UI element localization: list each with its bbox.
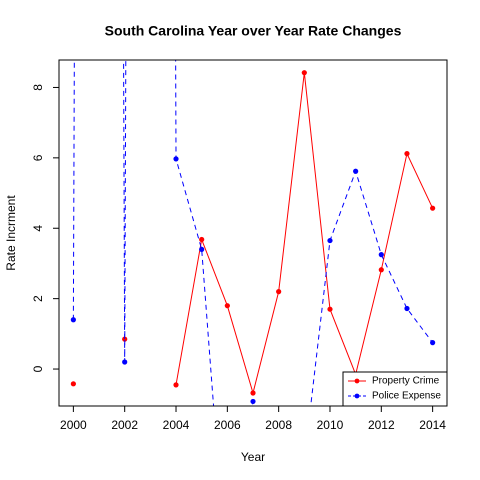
chart-title: South Carolina Year over Year Rate Chang… [105, 23, 402, 39]
x-tick-label: 2002 [111, 418, 138, 432]
data-point [378, 252, 384, 258]
data-point [404, 305, 410, 312]
y-tick-label: 8 [31, 84, 45, 91]
y-tick-label: 4 [31, 225, 45, 232]
plot-area [70, 60, 436, 406]
data-point [224, 303, 230, 309]
y-tick-label: 0 [31, 365, 45, 372]
data-point [301, 70, 307, 76]
data-point [276, 289, 282, 295]
data-point [327, 306, 333, 312]
x-tick-label: 2010 [317, 418, 344, 432]
data-point [173, 382, 179, 388]
data-point [70, 381, 76, 387]
legend-marker [354, 393, 360, 399]
data-point [173, 156, 179, 162]
y-tick-label: 6 [31, 154, 45, 161]
x-tick-label: 2008 [265, 418, 292, 432]
x-tick-label: 2006 [214, 418, 241, 432]
data-point [199, 236, 205, 243]
legend-label: Police Expense [372, 391, 441, 402]
data-point [430, 205, 436, 211]
data-point [378, 267, 384, 273]
legend-marker [354, 378, 360, 384]
x-axis-label: Year [241, 450, 265, 464]
y-axis-label: Rate Incrment [4, 195, 18, 271]
x-tick-label: 2004 [163, 418, 190, 432]
data-point [70, 317, 76, 323]
data-point [250, 398, 256, 405]
data-point [404, 151, 410, 157]
data-point [122, 336, 128, 342]
x-tick-label: 2014 [419, 418, 446, 432]
plot-frame [58, 59, 448, 407]
data-point [250, 390, 256, 396]
data-point [199, 246, 205, 252]
x-tick-label: 2012 [368, 418, 395, 432]
data-point [430, 340, 436, 346]
data-point [122, 359, 128, 365]
data-point [353, 168, 359, 174]
x-tick-label: 2000 [60, 418, 87, 432]
data-point [327, 237, 333, 244]
legend-label: Property Crime [372, 376, 440, 387]
legend-box [342, 371, 448, 407]
y-tick-label: 2 [31, 295, 45, 302]
